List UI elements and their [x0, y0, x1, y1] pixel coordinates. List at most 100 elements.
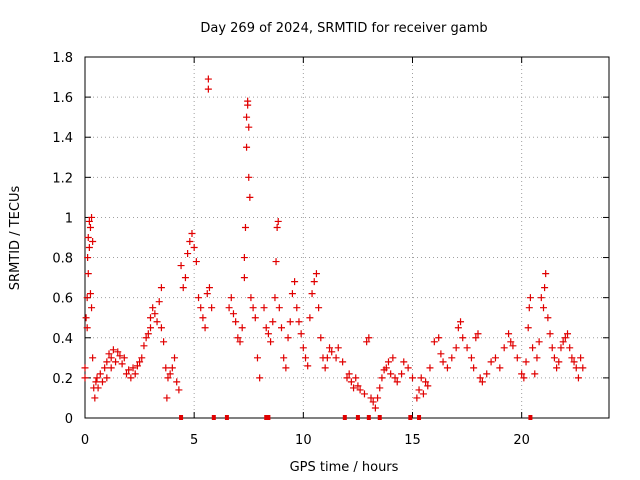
data-point — [83, 294, 91, 302]
data-point — [424, 382, 432, 390]
zero-marker — [342, 415, 347, 420]
data-point — [371, 404, 379, 412]
data-point — [163, 394, 171, 402]
data-point — [430, 338, 438, 346]
data-point — [88, 213, 96, 221]
zero-marker — [377, 415, 382, 420]
data-point — [179, 284, 187, 292]
data-point — [247, 294, 255, 302]
data-point — [509, 342, 517, 350]
data-point — [553, 364, 561, 372]
data-point — [208, 304, 216, 312]
data-point — [125, 366, 133, 374]
data-point — [227, 294, 235, 302]
plot-frame — [84, 56, 610, 419]
data-point — [422, 378, 430, 386]
data-point — [570, 358, 578, 366]
data-point — [282, 364, 290, 372]
y-axis-label: SRMTID / TECUs — [8, 186, 23, 291]
zero-marker — [366, 415, 371, 420]
data-point — [173, 378, 181, 386]
data-point — [568, 354, 576, 362]
data-point — [378, 374, 386, 382]
data-point — [526, 294, 534, 302]
data-point — [520, 374, 528, 382]
data-point — [334, 344, 342, 352]
y-tick-label: 0.6 — [52, 292, 73, 307]
data-point — [168, 364, 176, 372]
data-point — [107, 364, 115, 372]
data-point — [83, 324, 91, 332]
data-point — [295, 318, 303, 326]
data-point — [271, 294, 279, 302]
data-point — [133, 362, 141, 370]
data-point — [184, 250, 192, 258]
data-point — [500, 344, 508, 352]
x-tick-label: 15 — [404, 433, 421, 448]
data-point — [175, 386, 183, 394]
data-point — [241, 223, 249, 231]
data-point — [190, 244, 198, 252]
data-point — [496, 364, 504, 372]
y-tick-label: 1.6 — [52, 91, 73, 106]
data-point — [269, 318, 277, 326]
data-point — [452, 344, 460, 352]
axes-ticks: 0 0.2 0.4 0.6 0.8 1 1.2 1.4 1.6 1.8 0 5 10 15 20 — [52, 51, 609, 448]
data-point — [328, 348, 336, 356]
data-point — [376, 384, 384, 392]
data-point — [315, 304, 323, 312]
data-point — [413, 394, 421, 402]
data-point — [288, 290, 296, 298]
data-point — [306, 314, 314, 322]
data-point — [122, 370, 130, 378]
data-point — [101, 364, 109, 372]
data-point — [387, 370, 395, 378]
data-point — [153, 318, 161, 326]
data-point — [404, 364, 412, 372]
data-point — [332, 354, 340, 362]
data-point — [463, 344, 471, 352]
data-point — [518, 370, 526, 378]
data-point — [579, 364, 587, 372]
data-point — [577, 354, 585, 362]
data-point — [103, 374, 111, 382]
data-point — [398, 370, 406, 378]
data-point — [350, 384, 358, 392]
data-point — [197, 304, 205, 312]
data-point — [245, 123, 253, 131]
data-point — [400, 358, 408, 366]
data-point — [555, 358, 563, 366]
data-point — [245, 173, 253, 181]
data-point — [151, 310, 159, 318]
data-point — [127, 374, 135, 382]
data-point — [186, 238, 194, 246]
data-point — [535, 338, 543, 346]
data-point — [94, 384, 102, 392]
data-point — [524, 324, 532, 332]
y-tick-label: 0.4 — [52, 332, 73, 347]
data-point — [188, 229, 196, 237]
data-point — [85, 217, 93, 225]
data-point — [116, 352, 124, 360]
data-point — [274, 217, 282, 225]
data-point — [234, 334, 242, 342]
zero-marker — [408, 415, 413, 420]
data-point — [487, 358, 495, 366]
data-point — [166, 370, 174, 378]
data-point — [195, 294, 203, 302]
data-point — [541, 284, 549, 292]
data-point — [147, 324, 154, 332]
data-point — [88, 304, 96, 312]
data-point — [253, 354, 261, 362]
y-tick-label: 1 — [65, 211, 73, 226]
data-point — [391, 374, 399, 382]
data-point — [81, 364, 89, 372]
data-point — [363, 338, 371, 346]
data-point — [85, 244, 93, 252]
data-point — [326, 344, 334, 352]
y-tick-label: 0.2 — [52, 372, 73, 387]
data-point — [293, 304, 301, 312]
data-point — [297, 330, 305, 338]
y-tick-label: 1.8 — [52, 51, 73, 66]
data-point — [557, 344, 565, 352]
